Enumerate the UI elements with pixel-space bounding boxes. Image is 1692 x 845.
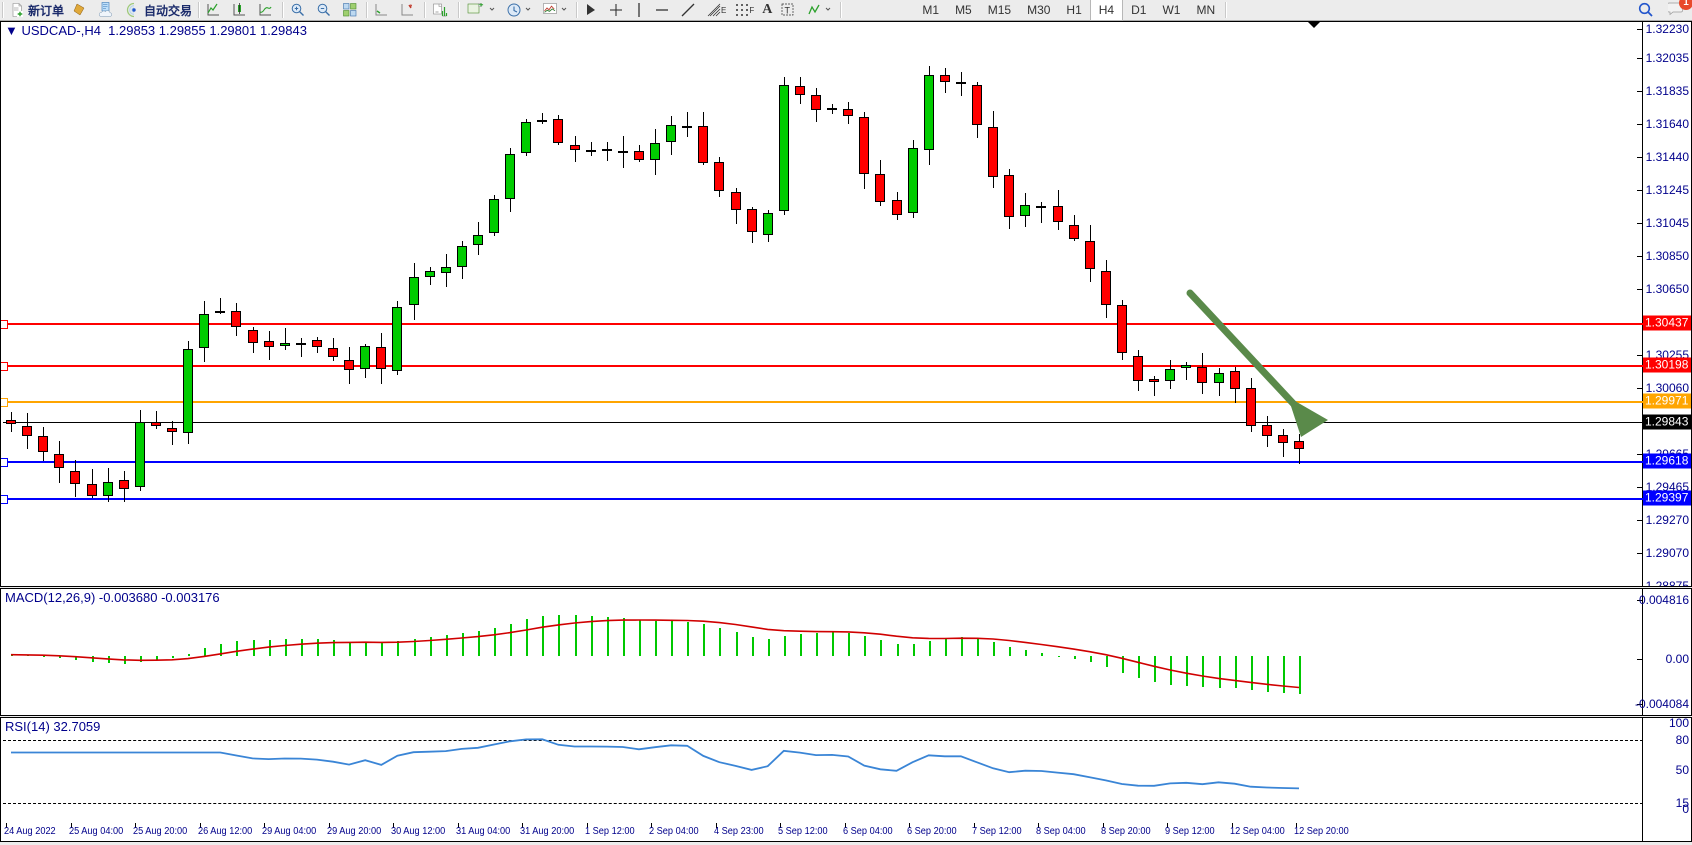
svg-text:T: T [785, 6, 791, 16]
